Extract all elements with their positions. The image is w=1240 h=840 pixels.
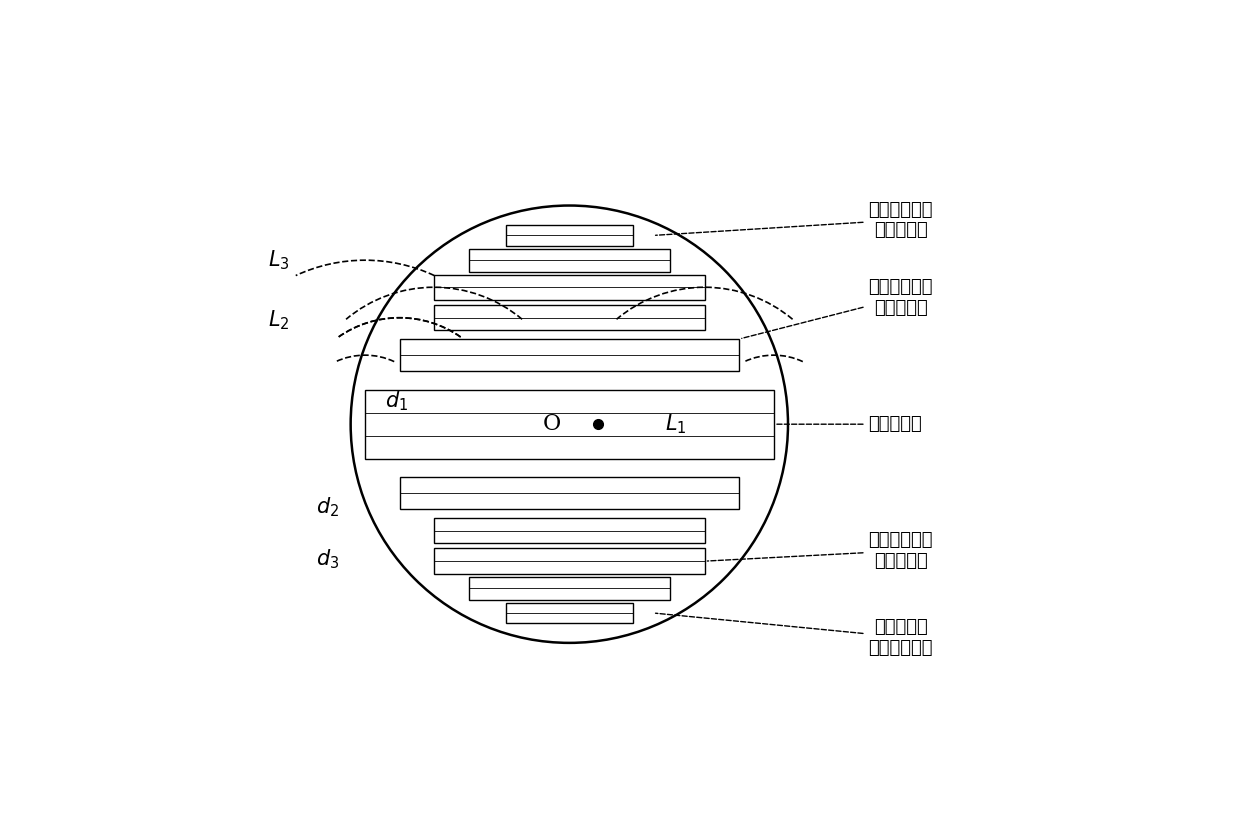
Text: $L_3$: $L_3$ [268,249,290,272]
Bar [469,577,670,600]
Bar [434,275,704,300]
Text: 第三级叠层
的高压侧叠层: 第三级叠层 的高压侧叠层 [656,613,932,657]
Bar [434,549,704,574]
Text: 第二级叠层的
低压侧叠层: 第二级叠层的 低压侧叠层 [742,278,932,339]
Text: $d_1$: $d_1$ [386,390,408,413]
Text: 第二级叠层的
高压侧叠层: 第二级叠层的 高压侧叠层 [707,532,932,570]
Text: 第三级叠层的
低压侧叠层: 第三级叠层的 低压侧叠层 [656,201,932,239]
Text: O: O [543,413,562,435]
Bar [399,477,739,509]
Bar [506,225,632,246]
Bar [365,390,774,459]
Text: $L_1$: $L_1$ [665,412,687,436]
Bar [469,249,670,271]
Text: 第一级叠层: 第一级叠层 [776,415,923,433]
Bar [434,305,704,330]
Bar [434,518,704,543]
Text: $L_2$: $L_2$ [268,309,289,333]
Bar [399,339,739,371]
Text: $d_2$: $d_2$ [316,496,340,519]
Text: $d_3$: $d_3$ [316,548,340,571]
Bar [506,602,632,623]
